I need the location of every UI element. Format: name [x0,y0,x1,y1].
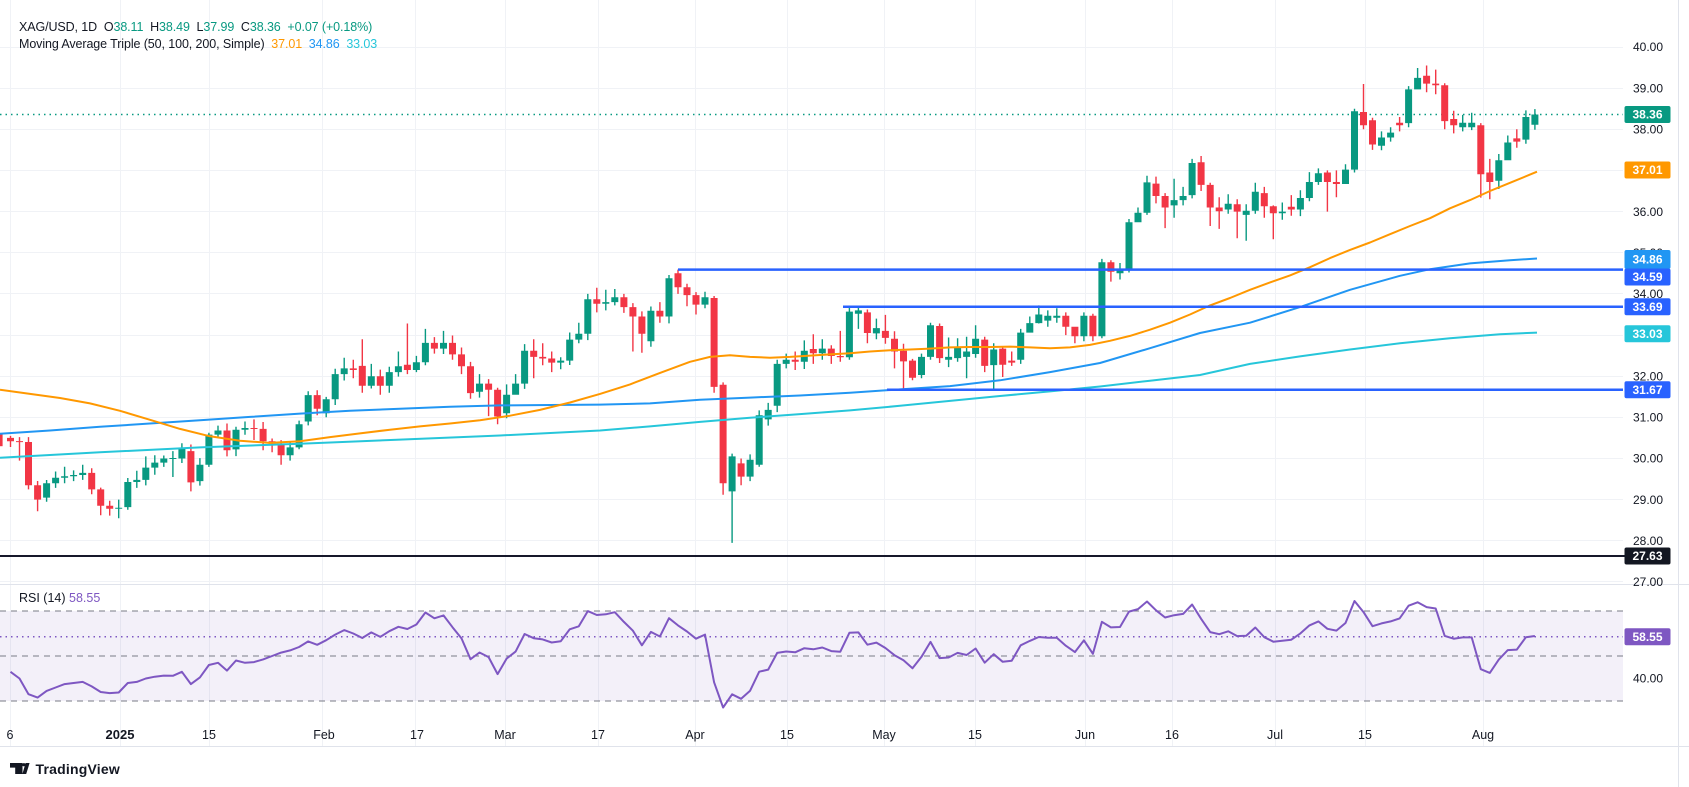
svg-text:38.36: 38.36 [1632,108,1662,122]
svg-text:RSI (14): RSI (14) [19,591,66,605]
svg-text:Jun: Jun [1075,728,1095,742]
svg-text:May: May [872,728,896,742]
svg-text:37.01: 37.01 [1632,163,1662,177]
svg-text:27.63: 27.63 [1632,549,1662,563]
svg-text:33.03: 33.03 [1632,327,1662,341]
svg-text:36.00: 36.00 [1633,205,1663,219]
svg-text:Moving Average Triple (50, 100: Moving Average Triple (50, 100, 200, Sim… [19,37,377,51]
svg-text:58.55: 58.55 [1632,630,1662,644]
svg-text:15: 15 [968,728,982,742]
svg-text:31.67: 31.67 [1632,383,1662,397]
svg-text:30.00: 30.00 [1633,452,1663,466]
svg-text:38.00: 38.00 [1633,123,1663,137]
svg-text:2025: 2025 [106,727,135,742]
svg-text:40.00: 40.00 [1633,672,1663,686]
svg-text:15: 15 [1358,728,1372,742]
svg-text:Feb: Feb [313,728,335,742]
svg-text:28.00: 28.00 [1633,534,1663,548]
svg-text:34.59: 34.59 [1632,270,1662,284]
svg-text:27.00: 27.00 [1633,575,1663,589]
svg-text:16: 16 [1165,728,1179,742]
svg-text:6: 6 [7,728,14,742]
svg-text:XAG/USD, 1D O38.11 H38.49 L: XAG/USD, 1D O38.11 H38.49 L37.99 C38.36 … [19,20,372,34]
svg-text:34.00: 34.00 [1633,287,1663,301]
svg-text:15: 15 [780,728,794,742]
svg-text:Apr: Apr [685,728,704,742]
svg-text:33.69: 33.69 [1632,300,1662,314]
svg-text:29.00: 29.00 [1633,493,1663,507]
svg-text:31.00: 31.00 [1633,411,1663,425]
svg-text:15: 15 [202,728,216,742]
svg-text:Jul: Jul [1267,728,1283,742]
svg-text:17: 17 [410,728,424,742]
svg-text:34.86: 34.86 [1632,253,1662,267]
svg-text:58.55: 58.55 [69,591,100,605]
svg-text:17: 17 [591,728,605,742]
svg-text:Aug: Aug [1472,728,1494,742]
svg-text:32.00: 32.00 [1633,369,1663,383]
svg-text:40.00: 40.00 [1633,40,1663,54]
svg-text:TradingView: TradingView [36,761,120,777]
svg-text:Mar: Mar [494,728,516,742]
svg-text:39.00: 39.00 [1633,81,1663,95]
